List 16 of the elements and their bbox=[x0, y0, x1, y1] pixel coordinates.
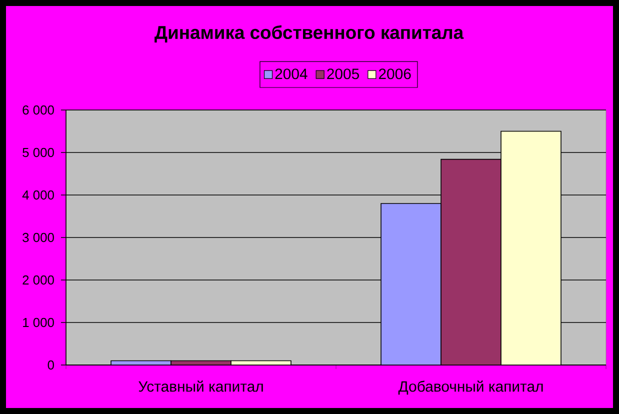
y-tick-label: 6 000 bbox=[22, 105, 54, 115]
legend-label: 2005 bbox=[327, 68, 359, 80]
x-tick-label: Уставный капитал bbox=[138, 380, 263, 392]
legend-label: 2004 bbox=[275, 68, 308, 80]
chart-title: Динамика собственного капитала bbox=[154, 25, 464, 42]
y-tick-label: 4 000 bbox=[22, 190, 54, 200]
bar bbox=[500, 130, 562, 365]
y-tick-label: 1 000 bbox=[23, 318, 54, 328]
y-tick-label: 2 000 bbox=[22, 275, 54, 285]
x-tick-label: Добавочный капитал bbox=[398, 380, 543, 395]
legend-label: 2006 bbox=[378, 68, 411, 80]
y-tick-label: 5 000 bbox=[22, 148, 54, 158]
bar bbox=[380, 203, 442, 365]
y-tick-label: 3 000 bbox=[22, 232, 54, 242]
y-tick-label: 0 bbox=[48, 360, 54, 370]
bar bbox=[440, 158, 502, 365]
